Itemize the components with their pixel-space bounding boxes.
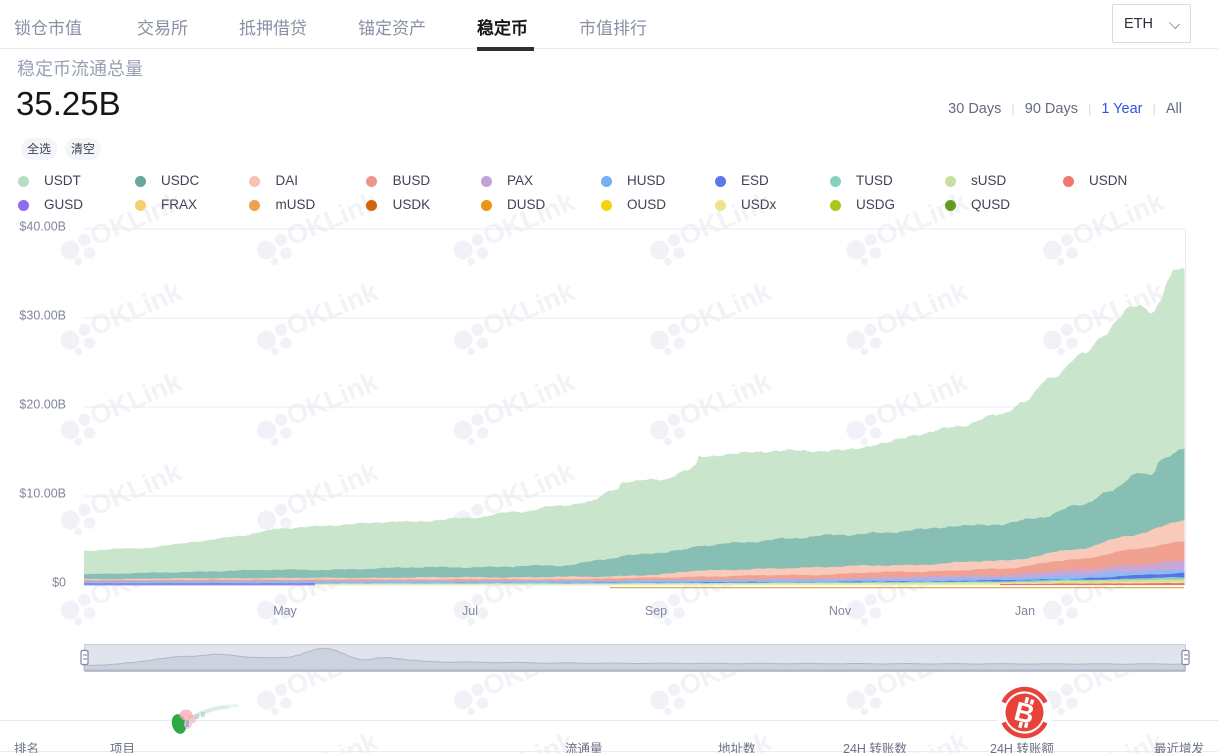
svg-text:OKLink: OKLink xyxy=(86,366,187,432)
svg-text:OKLink: OKLink xyxy=(675,186,776,252)
svg-text:$0: $0 xyxy=(52,576,66,590)
svg-text:OKLink: OKLink xyxy=(86,186,187,252)
svg-text:$10.00B: $10.00B xyxy=(19,487,66,501)
svg-text:OKLink: OKLink xyxy=(282,276,383,342)
svg-text:Jul: Jul xyxy=(462,604,478,618)
svg-text:OKLink: OKLink xyxy=(675,366,776,432)
svg-text:Sep: Sep xyxy=(645,604,667,618)
svg-text:OKLink: OKLink xyxy=(479,186,580,252)
svg-text:OKLink: OKLink xyxy=(479,276,580,342)
svg-text:May: May xyxy=(273,604,297,618)
svg-text:OKLink: OKLink xyxy=(282,456,383,522)
svg-text:OKLink: OKLink xyxy=(872,186,973,252)
svg-text:Nov: Nov xyxy=(829,604,852,618)
svg-text:OKLink: OKLink xyxy=(282,186,383,252)
svg-text:OKLink: OKLink xyxy=(86,276,187,342)
svg-text:OKLink: OKLink xyxy=(1068,186,1169,252)
svg-text:OKLink: OKLink xyxy=(282,366,383,432)
svg-text:OKLink: OKLink xyxy=(675,276,776,342)
svg-text:$20.00B: $20.00B xyxy=(19,398,66,412)
svg-text:Jan: Jan xyxy=(1015,604,1035,618)
svg-text:OKLink: OKLink xyxy=(479,366,580,432)
svg-text:$30.00B: $30.00B xyxy=(19,309,66,323)
svg-text:$40.00B: $40.00B xyxy=(19,220,66,234)
svg-text:OKLink: OKLink xyxy=(872,276,973,342)
svg-text:OKLink: OKLink xyxy=(872,366,973,432)
svg-text:OKLink: OKLink xyxy=(86,456,187,522)
